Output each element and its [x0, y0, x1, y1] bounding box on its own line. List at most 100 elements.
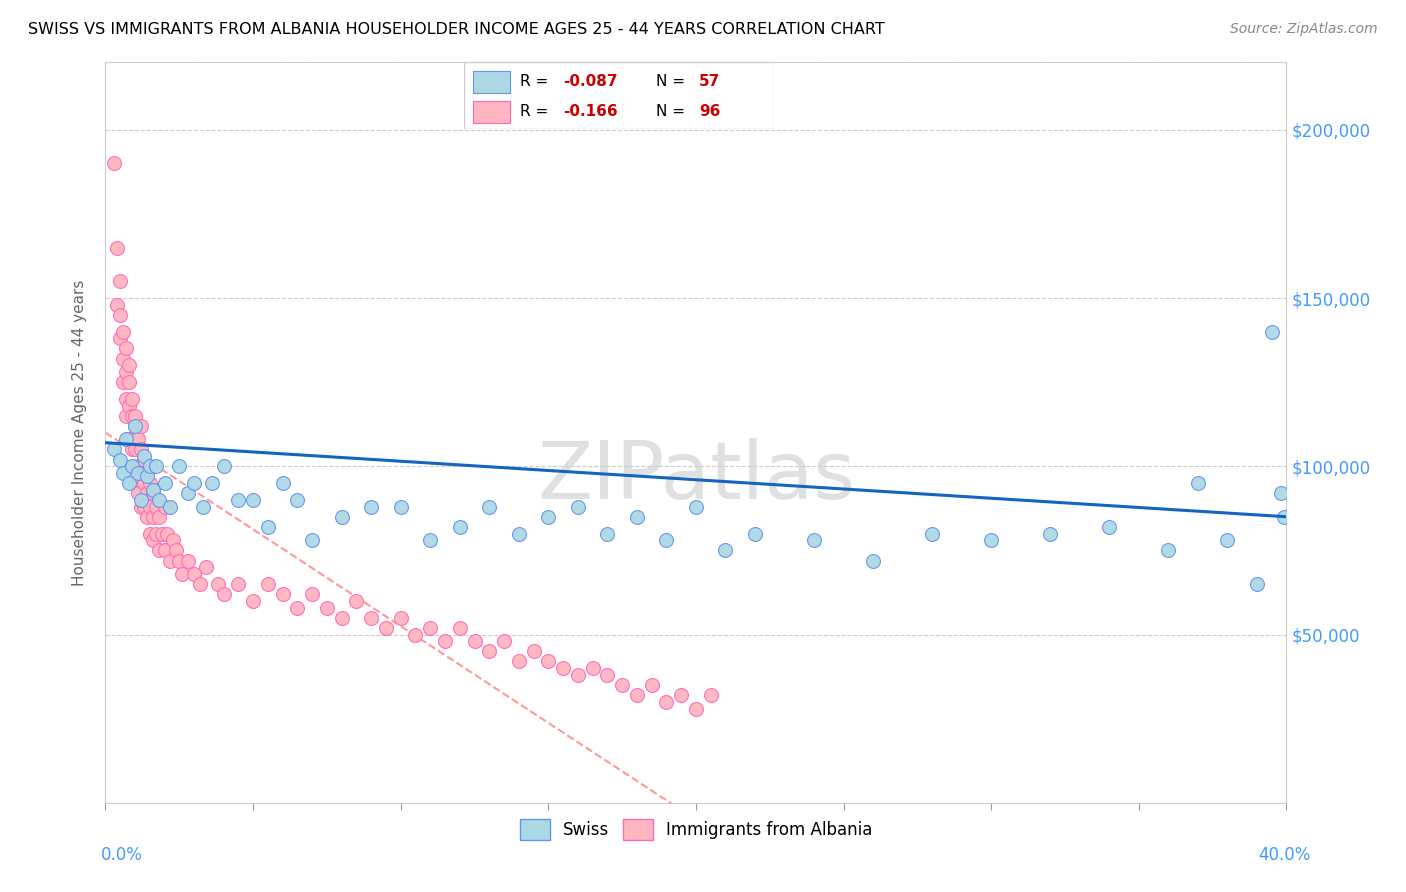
Point — [610, 678, 633, 692]
Point — [1216, 533, 1239, 548]
Point — [115, 365, 138, 379]
Point — [921, 526, 943, 541]
Point — [138, 459, 162, 474]
Point — [156, 526, 179, 541]
Point — [188, 577, 211, 591]
Point — [135, 466, 157, 480]
Point — [228, 492, 250, 507]
Point — [1270, 486, 1292, 500]
Point — [537, 655, 560, 669]
Text: 0.0%: 0.0% — [101, 846, 143, 863]
Y-axis label: Householder Income Ages 25 - 44 years: Householder Income Ages 25 - 44 years — [72, 279, 87, 586]
Point — [449, 621, 471, 635]
Point — [153, 476, 176, 491]
Point — [360, 500, 382, 514]
Point — [118, 399, 141, 413]
Point — [118, 359, 141, 373]
Point — [596, 668, 619, 682]
Point — [124, 418, 146, 433]
Point — [110, 308, 132, 322]
Point — [419, 621, 441, 635]
Point — [177, 553, 200, 567]
Point — [183, 566, 205, 581]
Point — [1272, 509, 1295, 524]
Text: R =: R = — [520, 104, 553, 120]
Point — [862, 553, 884, 567]
Point — [1261, 325, 1284, 339]
Point — [118, 375, 141, 389]
FancyBboxPatch shape — [474, 71, 510, 93]
Point — [129, 500, 152, 514]
Point — [360, 610, 382, 624]
Point — [744, 526, 766, 541]
Point — [132, 452, 155, 467]
Point — [127, 486, 149, 500]
Point — [138, 526, 162, 541]
Point — [121, 392, 143, 406]
Point — [641, 678, 664, 692]
Point — [148, 543, 170, 558]
Point — [803, 533, 825, 548]
Point — [433, 634, 456, 648]
Point — [207, 577, 229, 591]
Point — [124, 409, 146, 423]
Point — [699, 688, 723, 702]
Point — [110, 274, 132, 288]
Point — [132, 476, 155, 491]
Point — [135, 509, 157, 524]
FancyBboxPatch shape — [464, 62, 773, 129]
Point — [159, 553, 181, 567]
Point — [551, 661, 574, 675]
Point — [105, 240, 128, 255]
Text: 96: 96 — [699, 104, 720, 120]
Point — [162, 533, 184, 548]
Point — [508, 655, 530, 669]
Point — [142, 509, 165, 524]
Point — [169, 459, 191, 474]
Point — [655, 533, 678, 548]
Point — [257, 520, 280, 534]
Point — [1098, 520, 1121, 534]
Point — [115, 409, 138, 423]
Point — [135, 469, 157, 483]
Point — [112, 466, 135, 480]
Point — [183, 476, 205, 491]
Point — [478, 644, 501, 658]
Point — [508, 526, 530, 541]
Point — [150, 526, 173, 541]
Point — [121, 459, 143, 474]
Point — [142, 483, 165, 497]
Point — [165, 543, 187, 558]
Point — [145, 526, 167, 541]
Point — [596, 526, 619, 541]
Point — [626, 688, 648, 702]
Point — [112, 375, 135, 389]
Point — [142, 533, 165, 548]
Point — [103, 442, 125, 457]
Point — [132, 449, 155, 463]
Point — [671, 688, 693, 702]
Point — [464, 634, 486, 648]
Point — [124, 418, 146, 433]
Point — [1246, 577, 1268, 591]
Point — [582, 661, 605, 675]
Point — [537, 509, 560, 524]
Point — [153, 543, 176, 558]
Point — [112, 351, 135, 366]
Point — [212, 459, 235, 474]
Point — [685, 701, 707, 715]
Point — [177, 486, 200, 500]
Point — [271, 587, 294, 601]
Point — [121, 409, 143, 423]
Point — [129, 418, 152, 433]
Point — [389, 500, 412, 514]
Point — [478, 500, 501, 514]
Point — [330, 509, 353, 524]
Text: R =: R = — [520, 74, 553, 89]
Point — [129, 466, 152, 480]
Point — [127, 466, 149, 480]
Point — [145, 500, 167, 514]
Text: 40.0%: 40.0% — [1258, 846, 1310, 863]
Point — [112, 325, 135, 339]
Point — [121, 442, 143, 457]
